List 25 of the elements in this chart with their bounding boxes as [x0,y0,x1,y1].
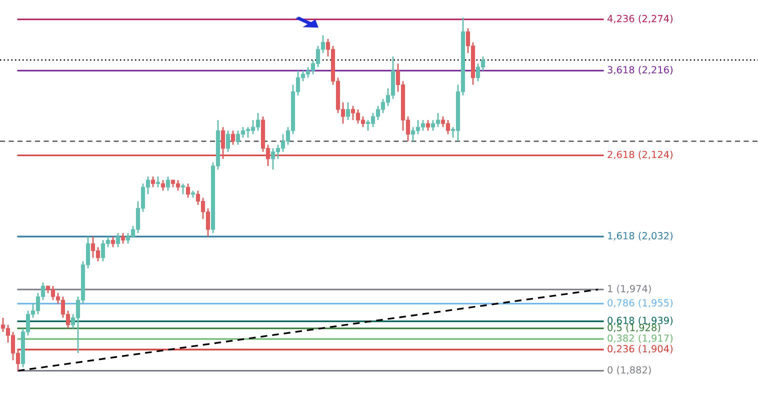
text: 3,618 (2,216) [608,66,673,75]
candlestick [166,176,170,192]
text: 1 (1,974) [608,284,651,294]
text: 0 (1,882) [608,366,651,375]
candlestick [230,130,236,146]
candlestick [156,176,160,188]
text: 0,236 (1,904) [608,344,673,354]
candlestick [220,126,226,160]
text: 0,786 (1,955) [608,298,673,308]
text: 1,618 (2,032) [608,232,673,241]
candlestick [150,176,156,188]
candlestick [110,236,116,248]
candlestick [120,232,126,244]
candlestick [186,182,190,198]
candlestick [226,130,230,153]
candlestick [346,102,350,121]
text: 4,236 (2,274) [607,14,673,24]
candlestick [116,232,120,248]
text: 2,618 (2,124) [608,150,673,160]
candlestick [180,182,186,195]
text: 0,5 (1,928) [608,324,660,332]
candlestick [426,119,430,132]
candlestick [160,179,166,192]
text: 0,618 (1,939) [608,316,673,326]
text: 0,382 (1,917) [608,334,673,343]
